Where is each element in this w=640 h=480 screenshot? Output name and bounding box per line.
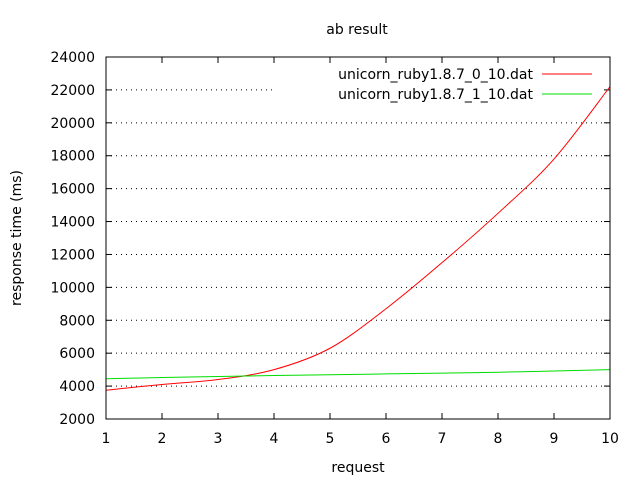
x-tick-label: 1	[102, 431, 111, 447]
y-tick-label: 24000	[50, 50, 95, 66]
y-tick-labels: 2000 4000 6000 8000 10000 12000 14000 16000 1800…	[50, 50, 95, 428]
axis-ticks	[105, 56, 611, 420]
gridlines	[106, 89, 610, 387]
x-tick-label: 7	[438, 431, 447, 447]
x-tick-label: 9	[550, 431, 559, 447]
x-tick-label: 3	[214, 431, 223, 447]
y-tick-label: 20000	[50, 116, 95, 132]
y-tick-label: 8000	[59, 313, 95, 329]
y-tick-label: 4000	[59, 379, 95, 395]
x-tick-label: 5	[326, 431, 335, 447]
x-tick-label: 8	[494, 431, 503, 447]
y-axis-label: response time (ms)	[9, 170, 25, 306]
y-tick-label: 22000	[50, 83, 95, 99]
legend-label-2: unicorn_ruby1.8.7_1_10.dat	[338, 87, 533, 103]
x-tick-label: 4	[270, 431, 279, 447]
y-tick-label: 18000	[50, 149, 95, 165]
x-tick-labels: 1 2 3 4 5 6 7 8 9 10	[102, 431, 619, 447]
x-tick-label: 2	[158, 431, 167, 447]
y-tick-label: 2000	[59, 412, 95, 428]
y-tick-label: 16000	[50, 182, 95, 198]
plot-frame	[105, 56, 611, 420]
series-lines	[105, 86, 611, 391]
chart-title: ab result	[326, 22, 388, 38]
legend: unicorn_ruby1.8.7_0_10.dat unicorn_ruby1.…	[338, 67, 592, 103]
legend-label-1: unicorn_ruby1.8.7_0_10.dat	[338, 67, 533, 83]
x-axis-label: request	[331, 460, 385, 476]
y-tick-label: 6000	[59, 346, 95, 362]
y-tick-label: 10000	[50, 280, 95, 296]
y-tick-label: 14000	[50, 215, 95, 231]
series-line-1	[105, 86, 611, 391]
x-tick-label: 10	[601, 431, 619, 447]
series-line-2	[105, 369, 611, 380]
x-tick-label: 6	[382, 431, 391, 447]
y-tick-label: 12000	[50, 247, 95, 263]
